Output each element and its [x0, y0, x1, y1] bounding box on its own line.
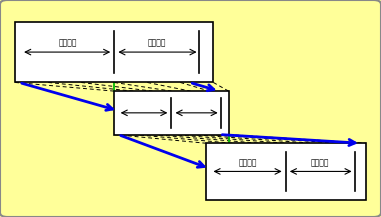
Text: パレット: パレット: [239, 158, 258, 167]
Bar: [206, 143, 366, 200]
Bar: [15, 22, 213, 82]
Text: パレット: パレット: [311, 158, 330, 167]
Text: パレット: パレット: [59, 38, 77, 47]
Bar: [114, 91, 229, 135]
Text: パレット: パレット: [148, 38, 166, 47]
